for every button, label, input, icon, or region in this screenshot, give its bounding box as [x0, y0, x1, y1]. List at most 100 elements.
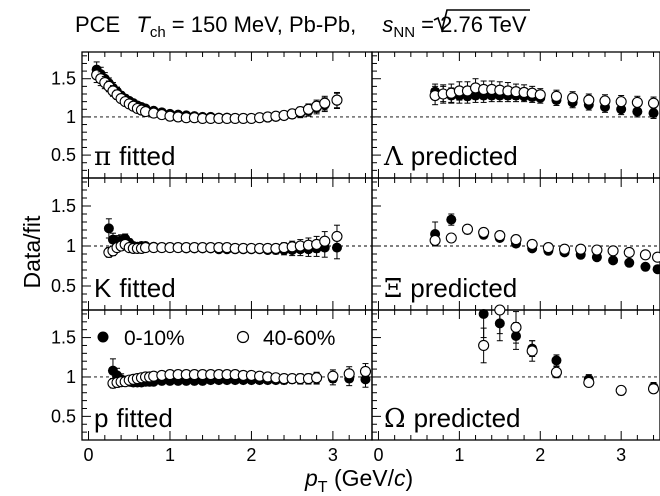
x-axis-label-subscript: T: [318, 479, 328, 496]
y-axis-label: Data/fit: [19, 215, 45, 288]
legend-label-open: 40-60%: [263, 327, 335, 350]
particle-status: fitted: [119, 273, 175, 303]
data-point: [551, 355, 562, 366]
particle-symbol: π: [94, 142, 111, 172]
particle-symbol: K: [94, 273, 112, 303]
data-point: [311, 372, 323, 384]
data-point: [494, 230, 506, 242]
data-point: [623, 246, 635, 258]
data-point: [575, 243, 587, 255]
data-point: [478, 308, 489, 319]
x-tick-label: 1: [165, 445, 175, 465]
title-prefix: PCE: [75, 12, 120, 37]
particle-symbol: Ξ: [384, 274, 402, 304]
data-point: [526, 238, 538, 250]
x-tick-label: 1: [454, 445, 464, 465]
title-suffix: = 2.76 TeV: [415, 12, 527, 37]
data-point: [558, 243, 571, 255]
data-point: [331, 94, 343, 106]
y-tick-label: 1.5: [51, 328, 76, 348]
y-tick-label: 0.5: [51, 145, 76, 165]
particle-label: π fitted: [94, 141, 175, 172]
title-energy-symbol: s: [382, 12, 393, 37]
panel-omega: 0 1 2 3 Ω predicted: [371, 304, 660, 465]
y-tick-label: 1.5: [51, 69, 76, 89]
y-tick-label: 0.5: [51, 406, 76, 426]
legend: 0-10% 40-60%: [97, 327, 335, 350]
data-point: [550, 366, 562, 378]
data-point: [624, 257, 635, 268]
data-point: [631, 96, 643, 108]
series-peripheral: [103, 224, 343, 258]
data-point: [616, 104, 627, 115]
data-point: [461, 223, 474, 235]
x-axis-label-unit-open: (GeV/: [328, 465, 395, 491]
particle-symbol: Λ: [383, 142, 404, 172]
x-axis-label-unit-close: ): [406, 465, 414, 491]
data-point: [542, 242, 554, 254]
data-point: [640, 261, 651, 272]
y-tick-label: 1.5: [51, 196, 76, 216]
data-point: [652, 264, 660, 275]
title-temperature-symbol: T: [136, 12, 151, 37]
panel-pi: 0.5 1 1.5 π fitted: [51, 51, 373, 179]
legend-marker-filled: [97, 331, 109, 343]
x-tick-label: 0: [373, 445, 383, 465]
series-peripheral: [429, 223, 660, 263]
title-temperature-subscript: ch: [150, 24, 166, 41]
y-tick-label: 1: [66, 107, 76, 127]
data-point: [567, 92, 579, 104]
particle-status: fitted: [116, 403, 172, 433]
data-point: [510, 321, 522, 333]
data-point: [319, 235, 331, 247]
data-point: [599, 95, 611, 107]
data-point: [647, 97, 660, 109]
series-peripheral: [478, 304, 660, 396]
data-point: [583, 376, 595, 389]
particle-status: predicted: [410, 273, 517, 303]
data-point: [526, 345, 538, 357]
series-peripheral: [91, 66, 343, 124]
data-point: [445, 232, 457, 244]
particle-symbol: p: [94, 403, 108, 433]
particle-symbol: Ω: [384, 404, 406, 434]
data-point: [494, 304, 506, 316]
data-point: [607, 245, 619, 257]
y-tick-label: 1: [66, 367, 76, 387]
panel-K: 0.5 1 1.5 K fitted: [51, 177, 373, 311]
data-point: [478, 339, 490, 352]
data-point: [534, 89, 546, 101]
series-central: [478, 308, 659, 397]
data-point: [550, 90, 562, 102]
title-energy-subscript: NN: [393, 24, 415, 41]
x-axis-label: pT (GeV/c): [304, 465, 413, 496]
data-point: [648, 108, 659, 119]
data-point: [359, 365, 372, 378]
particle-label: p fitted: [94, 403, 173, 433]
y-tick-label: 1: [66, 236, 76, 256]
data-point: [331, 230, 343, 242]
data-point: [615, 384, 627, 396]
x-tick-label: 2: [535, 445, 545, 465]
data-point: [319, 97, 331, 109]
data-point: [639, 249, 651, 261]
data-point: [343, 368, 355, 380]
data-point: [591, 244, 603, 256]
x-tick-label: 2: [246, 445, 256, 465]
title-middle: = 150 MeV, Pb-Pb,: [166, 12, 363, 37]
data-point: [632, 106, 643, 117]
x-axis-label-symbol: p: [304, 465, 318, 491]
data-point: [510, 234, 522, 246]
data-point: [446, 214, 457, 225]
data-point: [647, 383, 660, 395]
data-point: [327, 370, 339, 382]
data-point: [608, 255, 619, 266]
data-point: [652, 251, 660, 263]
